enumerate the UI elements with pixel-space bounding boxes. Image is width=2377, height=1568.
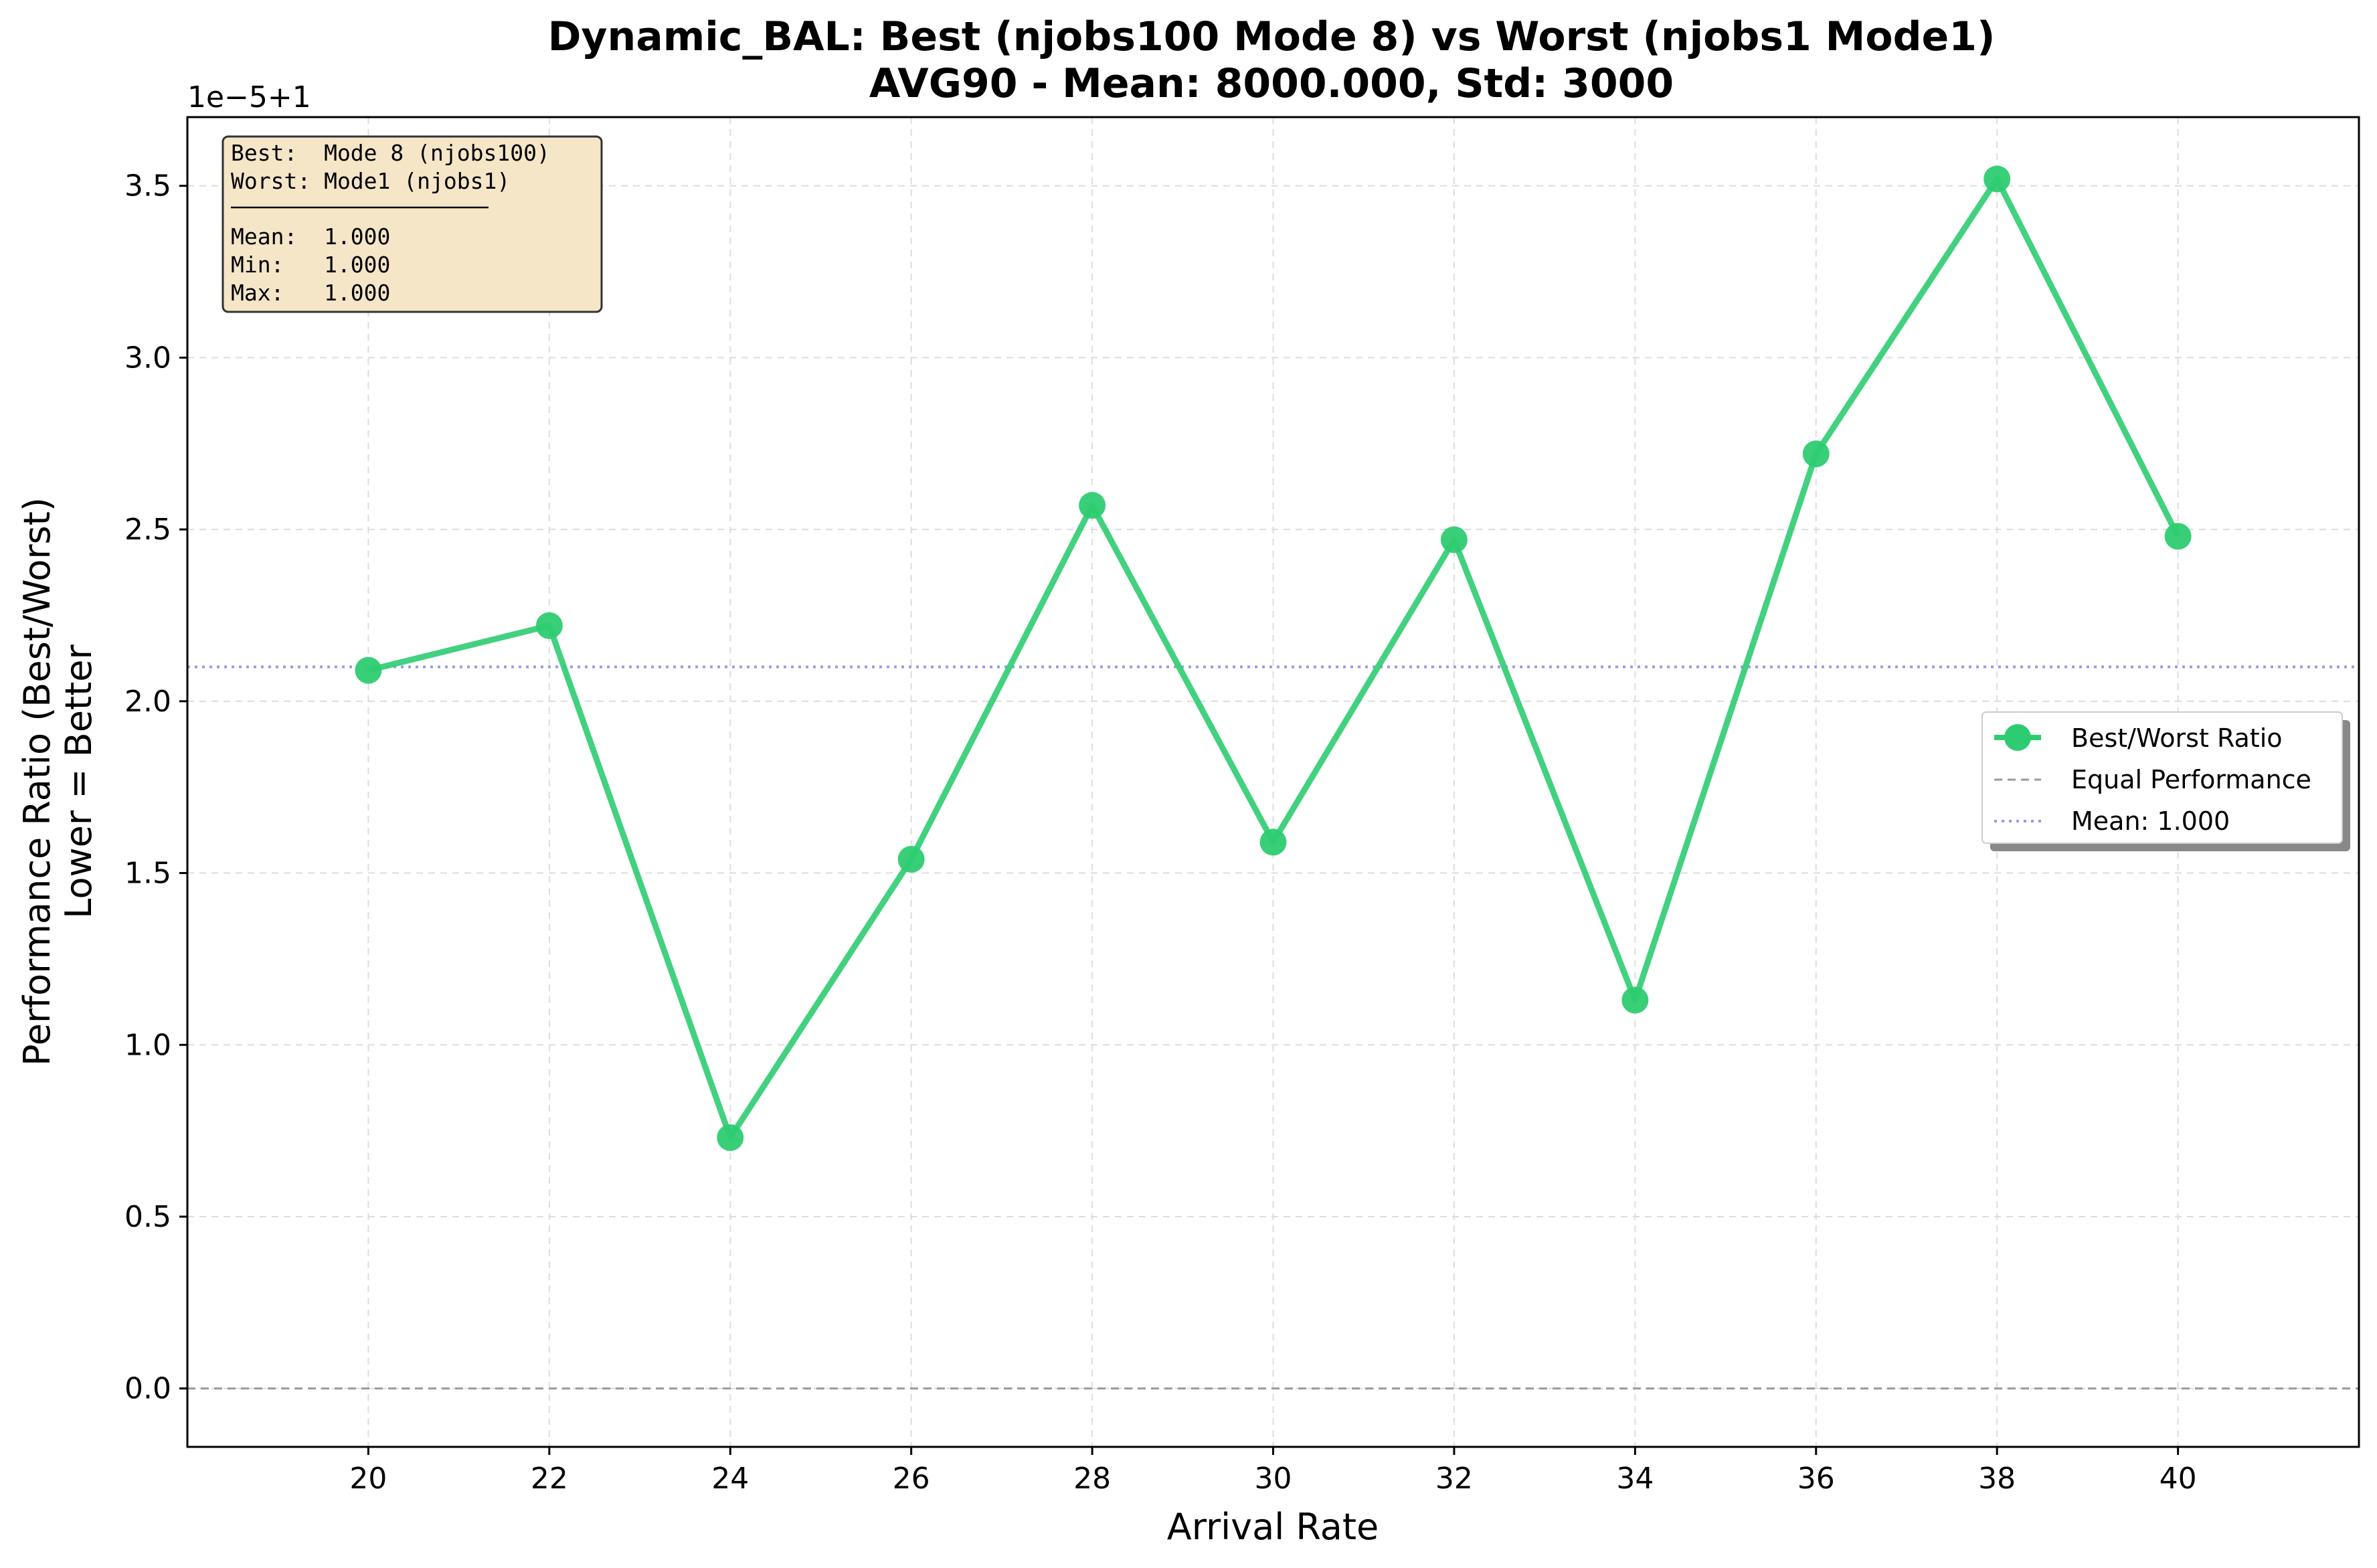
x-tick-label: 32 — [1435, 1462, 1473, 1496]
legend-label-equal: Equal Performance — [2071, 765, 2311, 794]
reference-lines — [187, 665, 2359, 1390]
x-tick-label: 36 — [1797, 1462, 1835, 1496]
y-tick-label: 3.5 — [124, 169, 171, 203]
data-point — [355, 657, 382, 684]
legend: Best/Worst Ratio Equal Performance Mean:… — [1982, 711, 2350, 851]
data-point — [1621, 986, 1649, 1014]
stats-line-best: Best: Mode 8 (njobs100) — [231, 140, 550, 166]
x-tick-label: 20 — [349, 1462, 387, 1496]
data-series — [355, 165, 2192, 1151]
data-point — [2164, 523, 2192, 550]
stats-line-mean: Mean: 1.000 — [231, 224, 390, 250]
y-tick-label: 1.5 — [124, 857, 171, 891]
data-point — [1802, 440, 1830, 468]
y-offset-label: 1e−5+1 — [187, 80, 311, 114]
stats-box-background — [222, 135, 603, 313]
y-tick-label: 0.0 — [124, 1372, 171, 1406]
x-tick-label: 34 — [1616, 1462, 1654, 1496]
y-axis-label: Performance Ratio (Best/Worst) Lower = B… — [16, 497, 100, 1066]
chart-title-line1: Dynamic_BAL: Best (njobs100 Mode 8) vs W… — [548, 13, 1996, 60]
y-tick-label: 2.0 — [124, 685, 171, 719]
stats-line-max: Max: 1.000 — [231, 280, 390, 306]
x-axis-label: Arrival Rate — [1167, 1506, 1379, 1548]
legend-label-mean: Mean: 1.000 — [2071, 806, 2230, 836]
y-axis-ticks: 0.0 0.5 1.0 1.5 2.0 2.5 3.0 3.5 — [124, 169, 187, 1406]
x-axis-ticks: 20 22 24 26 28 30 32 34 36 38 40 — [349, 1447, 2197, 1496]
data-point — [535, 612, 563, 639]
x-tick-label: 38 — [1978, 1462, 2016, 1496]
x-tick-label: 30 — [1255, 1462, 1292, 1496]
data-point — [717, 1124, 744, 1151]
y-tick-label: 0.5 — [124, 1200, 171, 1234]
x-tick-label: 26 — [893, 1462, 930, 1496]
y-tick-label: 3.0 — [124, 341, 171, 375]
data-point — [897, 846, 925, 873]
x-tick-label: 22 — [531, 1462, 568, 1496]
y-tick-label: 2.5 — [124, 513, 171, 547]
y-tick-label: 1.0 — [124, 1028, 171, 1062]
legend-box — [1982, 711, 2343, 844]
chart-title-line2: AVG90 - Mean: 8000.000, Std: 3000 — [869, 60, 1674, 107]
stats-box: Best: Mode 8 (njobs100) Worst: Mode1 (nj… — [222, 135, 603, 313]
y-axis-label-line2: Lower = Better — [58, 644, 100, 919]
legend-marker-series — [2004, 724, 2031, 751]
stats-line-min: Min: 1.000 — [231, 252, 390, 278]
legend-label-series: Best/Worst Ratio — [2071, 723, 2283, 753]
stats-line-worst: Worst: Mode1 (njobs1) — [231, 168, 510, 194]
data-point — [1079, 492, 1106, 519]
data-point — [1440, 526, 1468, 553]
data-point — [1259, 829, 1287, 856]
x-tick-label: 40 — [2160, 1462, 2197, 1496]
x-tick-label: 24 — [711, 1462, 749, 1496]
data-point — [1984, 165, 2011, 193]
y-axis-label-line1: Performance Ratio (Best/Worst) — [16, 497, 58, 1066]
x-tick-label: 28 — [1073, 1462, 1111, 1496]
